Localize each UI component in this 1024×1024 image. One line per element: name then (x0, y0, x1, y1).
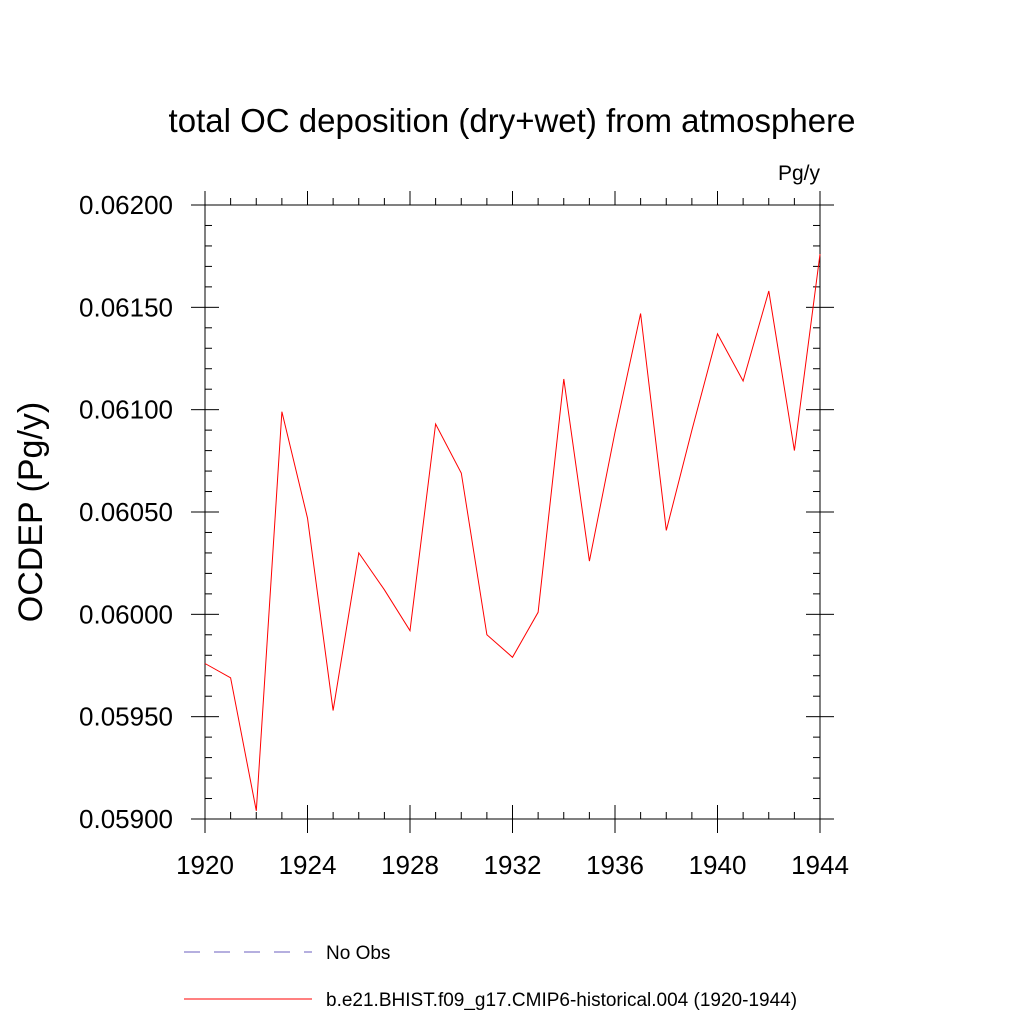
x-tick-label: 1920 (176, 850, 234, 880)
y-tick-label: 0.06000 (79, 599, 173, 629)
x-tick-label: 1932 (484, 850, 542, 880)
x-tick-label: 1924 (279, 850, 337, 880)
units-label: Pg/y (778, 162, 821, 185)
plot-frame (204, 204, 821, 820)
y-axis-label: OCDEP (Pg/y) (12, 402, 50, 622)
y-tick-label: 0.05900 (79, 804, 173, 834)
x-tick-label: 1940 (689, 850, 747, 880)
x-tick-label: 1944 (791, 850, 849, 880)
x-tick-label: 1936 (586, 850, 644, 880)
x-tick-label: 1928 (381, 850, 439, 880)
y-tick-label: 0.06100 (79, 395, 173, 425)
legend: No Obs b.e21.BHIST.f09_g17.CMIP6-historic… (184, 943, 797, 1011)
legend-label-1: b.e21.BHIST.f09_g17.CMIP6-historical.004… (326, 990, 797, 1011)
series-line-0 (204, 254, 821, 811)
axis-ticks: 1920 1924 1928 1932 1936 1940 1944 0.05900 0.059… (79, 190, 849, 880)
y-tick-label: 0.06050 (79, 497, 173, 527)
y-tick-label: 0.05950 (79, 702, 173, 732)
y-tick-label: 0.06200 (79, 190, 173, 220)
y-tick-label: 0.06150 (79, 292, 173, 322)
series-layer (204, 254, 821, 811)
legend-label-0: No Obs (326, 943, 390, 964)
chart-title: total OC deposition (dry+wet) from atmos… (169, 102, 856, 139)
